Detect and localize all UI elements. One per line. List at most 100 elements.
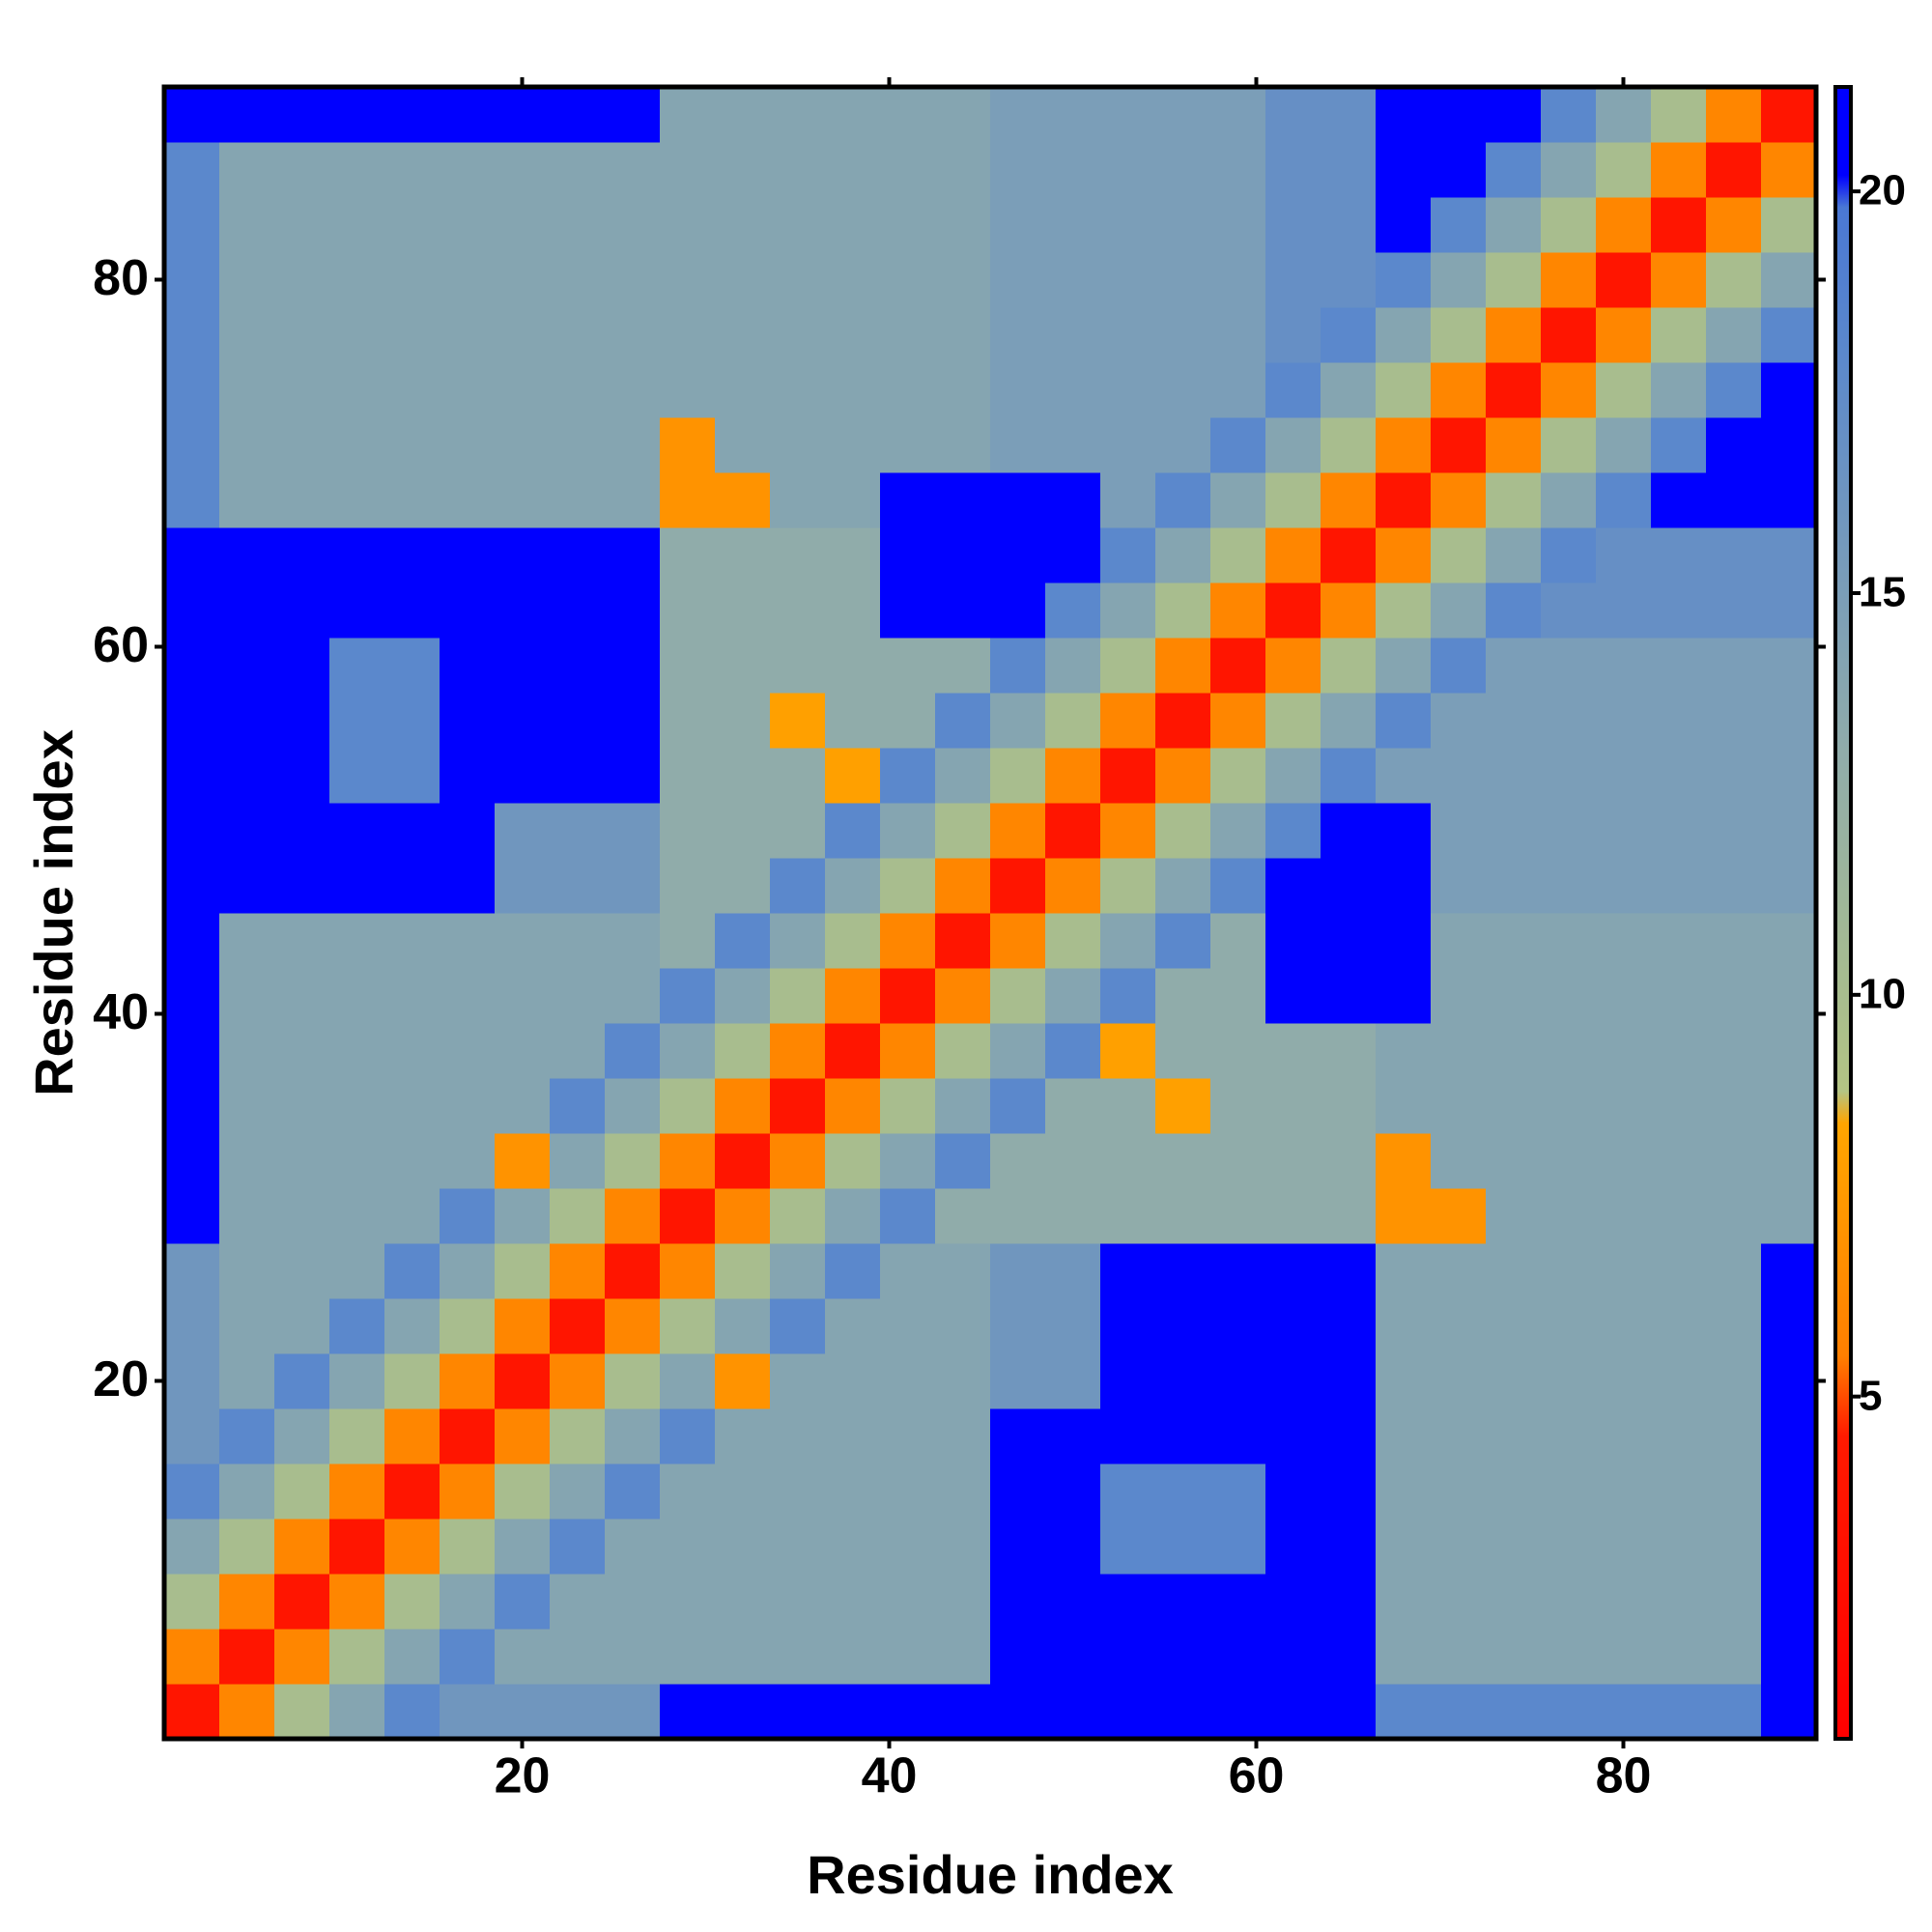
heatmap-cell bbox=[1706, 307, 1762, 363]
heatmap-cell bbox=[274, 1353, 330, 1409]
heatmap-cell bbox=[164, 968, 220, 1024]
heatmap-cell bbox=[1210, 1078, 1266, 1134]
heatmap-cell bbox=[1045, 1023, 1101, 1079]
heatmap-cell bbox=[935, 968, 991, 1024]
heatmap-cell bbox=[1761, 142, 1817, 198]
heatmap-cell bbox=[384, 197, 440, 253]
heatmap-cell bbox=[164, 1298, 220, 1354]
heatmap-cell bbox=[1321, 362, 1377, 418]
heatmap-cell bbox=[550, 1408, 606, 1464]
heatmap-cell bbox=[1761, 1463, 1817, 1520]
heatmap-cell bbox=[1045, 307, 1101, 363]
heatmap-cell bbox=[715, 87, 771, 143]
heatmap-cell bbox=[384, 803, 440, 859]
heatmap-cell bbox=[605, 417, 661, 473]
heatmap-cell bbox=[1761, 858, 1817, 914]
heatmap-cell bbox=[495, 1684, 551, 1740]
heatmap-cell bbox=[1045, 582, 1101, 639]
heatmap-cell bbox=[274, 197, 330, 253]
heatmap-cell bbox=[990, 582, 1046, 639]
heatmap-cell bbox=[1596, 1574, 1652, 1630]
heatmap-cell bbox=[164, 748, 220, 804]
heatmap-cell bbox=[770, 1078, 826, 1134]
heatmap-cell bbox=[1100, 803, 1156, 859]
heatmap-cell bbox=[660, 1574, 716, 1630]
heatmap-cell bbox=[1210, 913, 1266, 969]
heatmap-cell bbox=[715, 638, 771, 694]
heatmap-cell bbox=[550, 968, 606, 1024]
heatmap-cell bbox=[1541, 693, 1597, 749]
heatmap-cell bbox=[550, 472, 606, 528]
heatmap-cell bbox=[164, 1188, 220, 1244]
heatmap-cell bbox=[550, 913, 606, 969]
heatmap-cell bbox=[715, 142, 771, 198]
heatmap-cell bbox=[1376, 693, 1432, 749]
heatmap-cell bbox=[825, 968, 881, 1024]
heatmap-cell bbox=[495, 1408, 551, 1464]
heatmap-cell bbox=[1706, 252, 1762, 308]
heatmap-cell bbox=[495, 582, 551, 639]
heatmap-cell bbox=[1761, 527, 1817, 583]
heatmap-cell bbox=[384, 362, 440, 418]
heatmap-cell bbox=[880, 1684, 936, 1740]
heatmap-cell bbox=[1651, 968, 1707, 1024]
heatmap-cell bbox=[384, 1298, 440, 1354]
heatmap-cell bbox=[880, 252, 936, 308]
heatmap-cell bbox=[440, 803, 496, 859]
heatmap-cell bbox=[384, 417, 440, 473]
heatmap-cell bbox=[660, 693, 716, 749]
heatmap-cell bbox=[825, 1243, 881, 1299]
x-tick-label: 20 bbox=[495, 1748, 551, 1804]
heatmap-cell bbox=[1596, 252, 1652, 308]
heatmap-cell bbox=[1100, 1684, 1156, 1740]
heatmap-cell bbox=[880, 693, 936, 749]
heatmap-cell bbox=[990, 1574, 1046, 1630]
heatmap-cell bbox=[1376, 638, 1432, 694]
heatmap-cell bbox=[1431, 252, 1487, 308]
heatmap-cell bbox=[550, 1243, 606, 1299]
heatmap-cell bbox=[495, 968, 551, 1024]
heatmap-cell bbox=[990, 1463, 1046, 1520]
heatmap-cell bbox=[1376, 527, 1432, 583]
heatmap-cell bbox=[1265, 472, 1321, 528]
heatmap-cell bbox=[1651, 1078, 1707, 1134]
heatmap-cell bbox=[1321, 417, 1377, 473]
heatmap-cell bbox=[1486, 582, 1542, 639]
heatmap-cell bbox=[880, 1023, 936, 1079]
heatmap-cell bbox=[550, 1684, 606, 1740]
heatmap-cell bbox=[1706, 582, 1762, 639]
heatmap-cell bbox=[1321, 1629, 1377, 1685]
heatmap-cell bbox=[1761, 417, 1817, 473]
heatmap-cell bbox=[1431, 1519, 1487, 1575]
heatmap-cell bbox=[1761, 638, 1817, 694]
heatmap-cell bbox=[440, 527, 496, 583]
heatmap-cell bbox=[1431, 417, 1487, 473]
heatmap-cell bbox=[329, 858, 385, 914]
heatmap-cell bbox=[1706, 1408, 1762, 1464]
heatmap-cell bbox=[1541, 1629, 1597, 1685]
heatmap-cell bbox=[1100, 417, 1156, 473]
heatmap-cell bbox=[1541, 1519, 1597, 1575]
heatmap-cell bbox=[1596, 142, 1652, 198]
heatmap-cell bbox=[274, 1408, 330, 1464]
heatmap-cell bbox=[1651, 527, 1707, 583]
heatmap-cell bbox=[495, 1188, 551, 1244]
heatmap-cell bbox=[825, 803, 881, 859]
heatmap-cell bbox=[219, 87, 275, 143]
heatmap-cell bbox=[274, 417, 330, 473]
heatmap-cell bbox=[1431, 1188, 1487, 1244]
heatmap-cell bbox=[1045, 803, 1101, 859]
heatmap-cell bbox=[605, 968, 661, 1024]
heatmap-cell bbox=[1100, 1133, 1156, 1189]
heatmap-cell bbox=[219, 693, 275, 749]
heatmap-cell bbox=[1706, 1188, 1762, 1244]
heatmap-cell bbox=[880, 858, 936, 914]
heatmap-cell bbox=[1541, 1243, 1597, 1299]
heatmap-cell bbox=[935, 472, 991, 528]
heatmap-cell bbox=[495, 858, 551, 914]
heatmap-cell bbox=[1761, 307, 1817, 363]
heatmap-cell bbox=[880, 1133, 936, 1189]
heatmap-cell bbox=[1541, 1298, 1597, 1354]
heatmap-cell bbox=[715, 252, 771, 308]
heatmap-cell bbox=[880, 197, 936, 253]
